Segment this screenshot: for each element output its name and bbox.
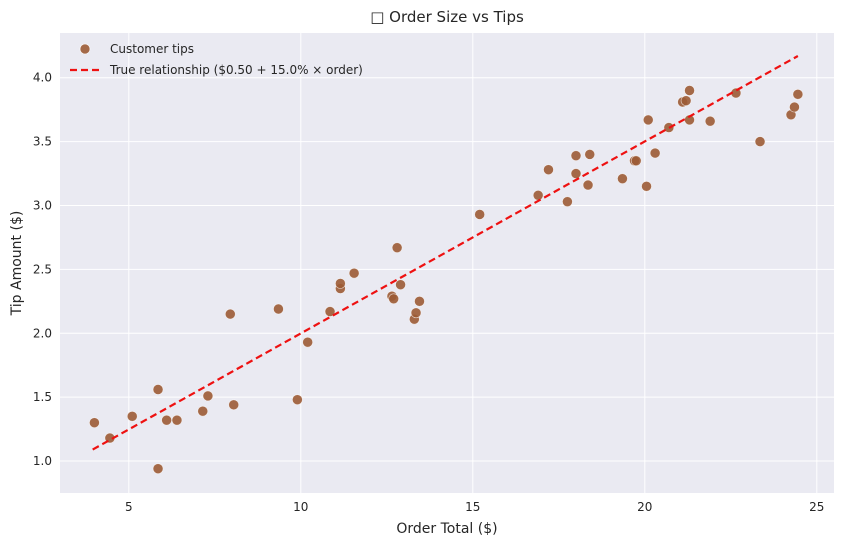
scatter-point (152, 384, 164, 395)
scatter-point (228, 399, 240, 411)
chart-title: □ Order Size vs Tips (370, 8, 524, 26)
legend: Customer tips True relationship ($0.50 + … (70, 42, 363, 77)
scatter-point (532, 189, 544, 201)
y-axis-label: Tip Amount ($) (9, 211, 25, 317)
scatter-point (292, 394, 303, 406)
scatter-point (582, 179, 594, 191)
x-tick-label: 25 (809, 500, 824, 514)
scatter-point (391, 242, 403, 253)
scatter-point (410, 307, 422, 319)
scatter-point (792, 89, 804, 100)
scatter-point (617, 173, 628, 184)
scatter-point (388, 293, 399, 305)
true-relationship-line (92, 55, 799, 451)
scatter-point (642, 114, 654, 126)
scatter-point (584, 149, 596, 160)
y-tick-label: 1.0 (33, 454, 52, 468)
scatter-point (570, 150, 582, 161)
scatter-point (324, 306, 336, 317)
scatter-point (789, 101, 800, 113)
scatter-point (570, 168, 582, 179)
scatter-point (152, 463, 164, 475)
scatter-point (680, 95, 692, 107)
scatter-point (474, 209, 485, 220)
x-tick-label: 15 (465, 500, 480, 514)
y-tick-label: 3.0 (33, 199, 52, 213)
scatter-point (171, 414, 183, 426)
x-axis-label: Order Total ($) (396, 521, 497, 537)
ticks: 5 10 15 20 25 1.0 1.5 2.0 2.5 3.0 3.5 4.0 (33, 71, 825, 514)
scatter-point (562, 196, 573, 207)
x-tick-label: 5 (125, 500, 133, 514)
y-tick-label: 3.5 (33, 135, 52, 149)
y-tick-label: 4.0 (33, 71, 52, 85)
scatter-point (414, 296, 425, 307)
scatter-point (161, 414, 172, 426)
plot-area (60, 33, 834, 493)
scatter-point (543, 164, 554, 176)
y-tick-label: 1.5 (33, 390, 52, 404)
scatter-point (395, 279, 406, 291)
scatter-point (684, 85, 695, 96)
y-tick-label: 2.0 (33, 326, 52, 340)
x-tick-label: 10 (293, 500, 308, 514)
scatter-point (273, 303, 284, 315)
scatter-point (224, 308, 236, 320)
legend-label-customer-tips: Customer tips (110, 42, 194, 56)
x-tick-label: 20 (637, 500, 652, 514)
series-layer (89, 55, 804, 475)
scatter-point (126, 411, 138, 422)
scatter-point (754, 136, 766, 147)
scatter-point (197, 405, 209, 417)
y-tick-label: 2.5 (33, 262, 52, 276)
scatter-point (302, 336, 313, 348)
legend-label-true-relationship: True relationship ($0.50 + 15.0% × order… (109, 63, 363, 77)
grid (60, 33, 834, 493)
scatter-point (348, 267, 360, 279)
scatter-point (89, 417, 100, 429)
legend-marker-customer-tips (79, 43, 91, 55)
scatter-point (649, 147, 661, 159)
scatter-point (641, 181, 652, 192)
scatter-point (630, 155, 642, 167)
scatter-point (704, 115, 716, 127)
scatter-point (335, 278, 346, 289)
scatter-point (202, 390, 214, 402)
